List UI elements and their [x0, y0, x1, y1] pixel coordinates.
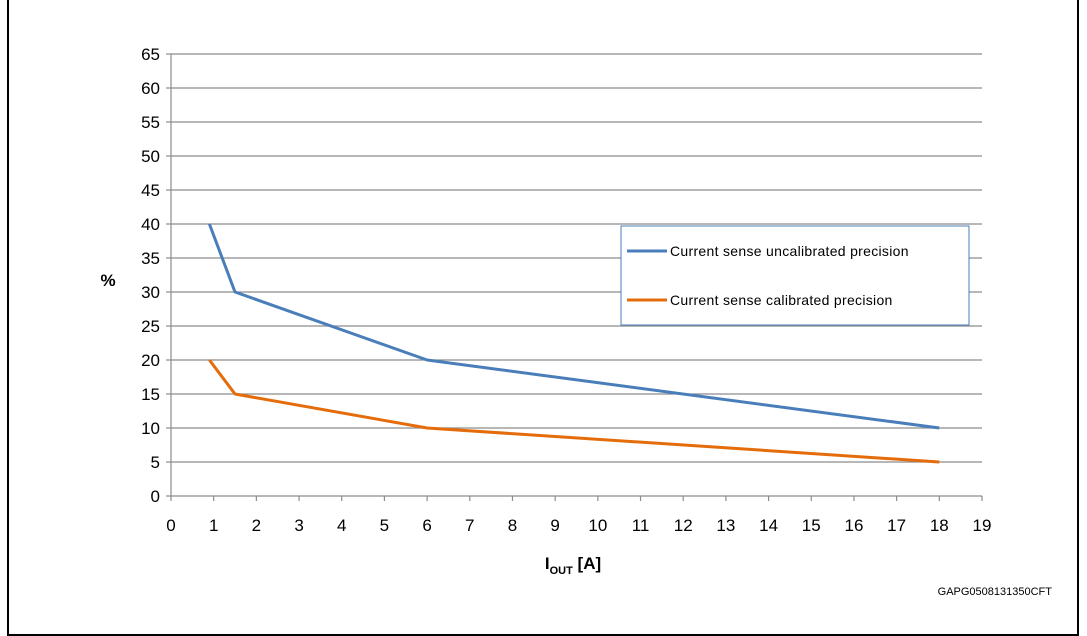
x-tick-label: 5: [380, 516, 389, 535]
x-tick-label: 14: [759, 516, 778, 535]
x-tick-label: 9: [550, 516, 559, 535]
y-tick-label: 10: [141, 419, 160, 438]
y-tick-label: 15: [141, 385, 160, 404]
x-tick-label: 13: [716, 516, 735, 535]
line-chart: 0 1 2 3 4 5 6 7 8 9 10 11 12 13 14 15 16 17 18 19 051015202…: [100, 45, 1053, 598]
x-axis-title: IOUT [A]: [545, 554, 601, 577]
x-tick-label: 6: [422, 516, 431, 535]
x-tick-label: 0: [166, 516, 175, 535]
x-tick-labels: 0 1 2 3 4 5 6 7 8 9 10 11 12 13 14 15 16 17 18 19: [166, 516, 991, 535]
y-tick-label: 40: [141, 215, 160, 234]
x-axis-title-unit: [A]: [573, 554, 601, 573]
series-line-calibrated: [208, 359, 940, 464]
x-tick-label: 15: [802, 516, 821, 535]
legend: Current sense uncalibrated precision Cur…: [620, 225, 970, 326]
series-lines: [207, 223, 940, 464]
legend-label-uncalibrated: Current sense uncalibrated precision: [670, 243, 909, 259]
x-tick-label: 4: [337, 516, 346, 535]
y-axis-title: %: [100, 271, 115, 290]
x-tick-label: 1: [209, 516, 218, 535]
x-tick-label: 10: [588, 516, 607, 535]
x-axis-title-subscript: OUT: [550, 565, 574, 577]
y-tick-label: 25: [141, 317, 160, 336]
x-tick-label: 17: [887, 516, 906, 535]
x-axis-title-main: I: [545, 554, 550, 573]
x-tick-label: 18: [930, 516, 949, 535]
gridlines: [171, 53, 982, 463]
x-tick-label: 8: [508, 516, 517, 535]
y-tick-label: 0: [151, 487, 160, 506]
x-tick-label: 2: [252, 516, 261, 535]
y-tick-label: 5: [151, 453, 160, 472]
figure-code: GAPG0508131350CFT: [938, 586, 1053, 598]
x-tick-label: 12: [674, 516, 693, 535]
y-tick-label: 30: [141, 283, 160, 302]
legend-box: [620, 225, 970, 326]
y-tick-labels: 0 5 10 15 20 25 30 35 40 45 50 55 60 65: [141, 45, 160, 506]
y-tick-label: 55: [141, 113, 160, 132]
y-tick-label: 35: [141, 249, 160, 268]
x-tick-label: 19: [973, 516, 992, 535]
y-tick-label: 45: [141, 181, 160, 200]
x-tick-label: 3: [294, 516, 303, 535]
x-tick-label: 16: [844, 516, 863, 535]
legend-label-calibrated: Current sense calibrated precision: [670, 292, 893, 308]
y-tick-label: 20: [141, 351, 160, 370]
x-tick-label: 7: [465, 516, 474, 535]
series-line-uncalibrated: [207, 223, 940, 430]
axes: [166, 53, 983, 501]
y-tick-label: 65: [141, 45, 160, 64]
x-tick-label: 11: [632, 516, 650, 535]
y-tick-label: 50: [141, 147, 160, 166]
y-tick-label: 60: [141, 79, 160, 98]
